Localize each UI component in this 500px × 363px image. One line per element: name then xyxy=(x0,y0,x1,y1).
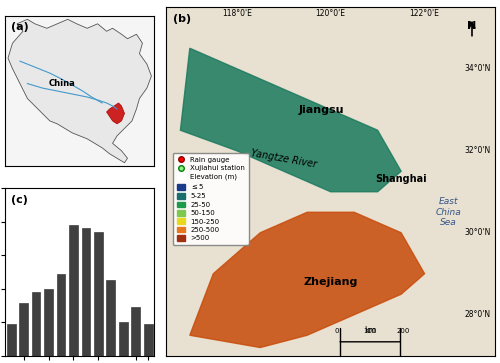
Text: km: km xyxy=(364,326,376,335)
Bar xyxy=(106,280,115,356)
Bar xyxy=(69,225,78,356)
Text: 118°0'E: 118°0'E xyxy=(222,9,252,18)
Text: Yangtze River: Yangtze River xyxy=(250,148,318,170)
Text: Jiangsu: Jiangsu xyxy=(298,105,344,115)
Text: Zhejiang: Zhejiang xyxy=(304,277,358,287)
Text: (b): (b) xyxy=(173,14,191,24)
Text: 200: 200 xyxy=(396,328,409,334)
Text: East
China
Sea: East China Sea xyxy=(435,197,461,227)
Text: 32°0'N: 32°0'N xyxy=(464,146,490,155)
Legend: Rain gauge, Xujiahui station, Elevation (m), $\leq$5, 5-25, 25-50, 50-150, 150-2: Rain gauge, Xujiahui station, Elevation … xyxy=(173,153,249,245)
Bar xyxy=(94,232,102,356)
Bar xyxy=(7,324,16,356)
Text: 28°0'N: 28°0'N xyxy=(464,310,490,319)
Bar xyxy=(44,289,53,356)
Bar xyxy=(32,292,40,356)
Bar xyxy=(82,228,90,356)
Text: N: N xyxy=(468,21,476,31)
Polygon shape xyxy=(190,212,424,347)
Text: (a): (a) xyxy=(11,22,28,32)
Text: 100: 100 xyxy=(364,328,377,334)
Polygon shape xyxy=(8,19,152,163)
Polygon shape xyxy=(180,48,401,192)
Text: Shanghai: Shanghai xyxy=(376,175,427,184)
Polygon shape xyxy=(106,103,124,124)
Bar xyxy=(20,303,28,356)
Text: 120°0'E: 120°0'E xyxy=(316,9,346,18)
Bar xyxy=(132,307,140,356)
Text: (c): (c) xyxy=(11,195,28,205)
Bar xyxy=(56,274,66,356)
Text: 30°0'N: 30°0'N xyxy=(464,228,490,237)
Bar xyxy=(144,324,152,356)
Text: 34°0'N: 34°0'N xyxy=(464,64,490,73)
Bar xyxy=(119,322,128,356)
Text: 122°0'E: 122°0'E xyxy=(410,9,440,18)
Text: China: China xyxy=(48,79,75,88)
Text: 0: 0 xyxy=(335,328,340,334)
